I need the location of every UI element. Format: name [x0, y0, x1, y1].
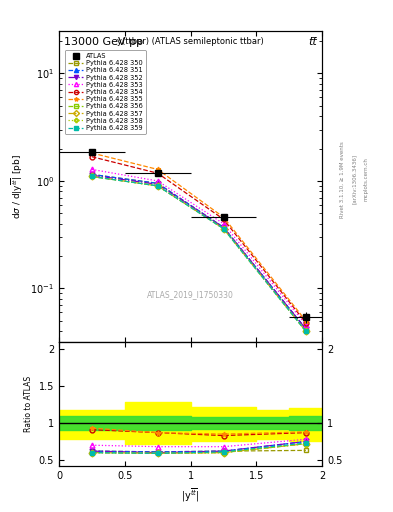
Text: ATLAS_2019_I1750330: ATLAS_2019_I1750330 [147, 290, 234, 300]
Y-axis label: d$\sigma$ / d|y$^{\overline{t}\overline{t}}$| [pb]: d$\sigma$ / d|y$^{\overline{t}\overline{… [9, 154, 25, 219]
Text: 13000 GeV pp: 13000 GeV pp [64, 37, 143, 47]
X-axis label: |y$^{\overline{t}\overline{t}}$|: |y$^{\overline{t}\overline{t}}$| [181, 486, 200, 504]
Text: [arXiv:1306.3436]: [arXiv:1306.3436] [352, 154, 357, 204]
Text: Rivet 3.1.10, ≥ 1.9M events: Rivet 3.1.10, ≥ 1.9M events [340, 141, 345, 218]
Text: tt̅: tt̅ [308, 37, 317, 47]
Text: y(ttbar) (ATLAS semileptonic ttbar): y(ttbar) (ATLAS semileptonic ttbar) [117, 37, 264, 46]
Legend: ATLAS, Pythia 6.428 350, Pythia 6.428 351, Pythia 6.428 352, Pythia 6.428 353, P: ATLAS, Pythia 6.428 350, Pythia 6.428 35… [65, 50, 146, 134]
Y-axis label: Ratio to ATLAS: Ratio to ATLAS [24, 376, 33, 432]
Text: mcplots.cern.ch: mcplots.cern.ch [364, 157, 369, 201]
